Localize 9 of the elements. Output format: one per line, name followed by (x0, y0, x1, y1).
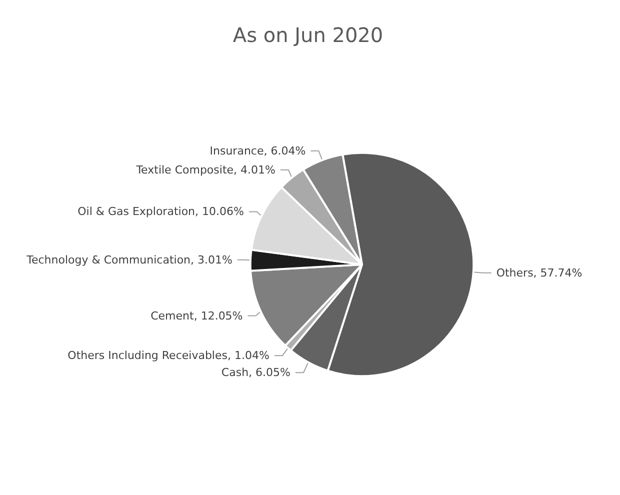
slice-label: Others, 57.74% (496, 266, 582, 280)
slice-label: Cash, 6.05% (221, 366, 290, 380)
slice-label: Technology & Communication, 3.01% (26, 253, 232, 266)
slice-label: Textile Composite, 4.01% (135, 163, 276, 176)
slice-label: Oil & Gas Exploration, 10.06% (78, 205, 244, 218)
slice-label: Cement, 12.05% (150, 309, 243, 322)
slice-label: Others Including Receivables, 1.04% (68, 349, 270, 362)
slice-label: Insurance, 6.04% (210, 144, 306, 158)
chart-title: As on Jun 2020 (232, 23, 384, 47)
